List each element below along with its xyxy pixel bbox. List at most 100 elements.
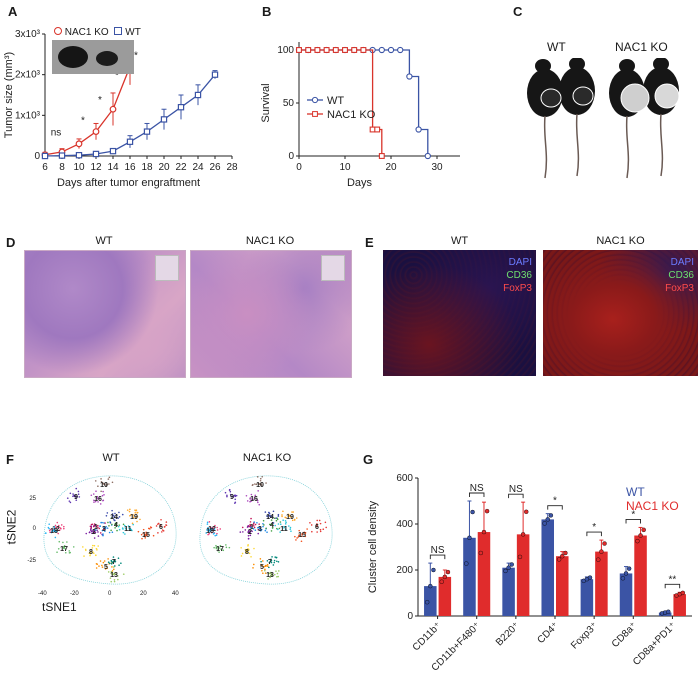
tsne-point xyxy=(265,482,267,484)
tsne-point xyxy=(113,565,116,567)
tsne-point xyxy=(104,530,106,532)
tsne-cluster-label: 8 xyxy=(245,549,249,556)
tsne-point xyxy=(116,514,118,517)
tsne-point xyxy=(72,495,74,498)
a-xtick-label: 8 xyxy=(59,162,65,173)
tsne-point xyxy=(142,532,145,534)
tsne-point xyxy=(118,511,120,514)
tsne-cluster-label: 7 xyxy=(268,559,272,566)
tsne-point xyxy=(319,528,322,531)
tsne-point xyxy=(267,517,270,519)
tsne-cluster-label: 15 xyxy=(142,532,150,539)
tsne-point xyxy=(252,483,254,486)
tsne-point xyxy=(249,530,251,533)
tsne-point xyxy=(282,519,284,522)
tsne-point xyxy=(310,524,313,526)
tsne-point xyxy=(53,528,56,531)
tsne-point xyxy=(263,524,265,526)
tsne-point xyxy=(212,529,214,531)
tsne-point xyxy=(268,561,271,564)
tsne-point xyxy=(63,525,65,528)
tsne-point xyxy=(232,496,235,498)
tsne-point xyxy=(49,531,51,534)
tsne-xtick-1: -20 xyxy=(70,591,79,597)
tsne-point xyxy=(291,511,293,513)
tsne-point xyxy=(277,575,280,578)
tsne-point xyxy=(111,516,113,519)
tsne-point xyxy=(117,517,119,519)
tsne-point xyxy=(143,534,146,537)
tsne-point xyxy=(261,475,264,478)
tsne-point xyxy=(85,549,87,552)
tsne-point xyxy=(258,526,261,528)
tumor-legend: NAC1 KO WT xyxy=(54,27,141,38)
tsne-cluster-label: 17 xyxy=(60,546,68,553)
tsne-point xyxy=(72,493,74,495)
tsne-point xyxy=(277,523,280,525)
tsne-point xyxy=(50,531,53,534)
tsne-point xyxy=(113,518,115,521)
tsne-point xyxy=(83,555,85,557)
tsne-point xyxy=(64,548,67,550)
tsne-point xyxy=(105,483,108,485)
tsne-point xyxy=(111,513,114,515)
g-category-label: CD8a⁺ xyxy=(610,620,640,650)
tsne-point xyxy=(107,561,110,564)
tsne-point xyxy=(135,517,137,519)
g-sig-marker: NS xyxy=(470,483,484,494)
tsne-point xyxy=(77,490,80,493)
tsne-point xyxy=(56,521,59,524)
tsne-point xyxy=(275,560,278,563)
tsne-point xyxy=(260,484,263,486)
tsne-point xyxy=(113,515,115,517)
histology-label-wt: WT xyxy=(95,235,113,247)
tsne-point xyxy=(254,523,257,526)
tsne-point xyxy=(134,512,137,514)
a-point xyxy=(160,116,168,123)
tsne-point xyxy=(111,523,113,526)
b-legend-label: NAC1 KO xyxy=(327,109,376,121)
tsne-point xyxy=(255,483,258,486)
g-dot xyxy=(556,557,562,562)
tsne-point xyxy=(128,510,131,513)
panel-label-f: F xyxy=(6,452,14,467)
g-bar xyxy=(556,556,569,616)
tsne-point xyxy=(225,544,227,546)
tsne-point xyxy=(111,566,113,568)
tsne-cluster-label: 6 xyxy=(315,524,319,531)
tsne-point xyxy=(247,535,250,537)
g-dot xyxy=(623,571,629,576)
b-point xyxy=(314,47,321,53)
g-sig-bracket xyxy=(586,531,602,537)
tsne-point xyxy=(115,573,117,575)
g-dot xyxy=(517,554,523,560)
b-point xyxy=(378,46,385,54)
mice-photo-label-wt: WT xyxy=(547,40,566,54)
tsne-point xyxy=(265,565,268,567)
tsne-point xyxy=(228,546,231,549)
tsne-point xyxy=(264,569,266,572)
tsne-point xyxy=(110,580,113,583)
g-ytick-label: 0 xyxy=(407,611,413,622)
g-dot xyxy=(641,527,646,533)
tsne-point xyxy=(250,555,252,558)
tsne-point xyxy=(264,568,266,571)
tsne-point xyxy=(261,569,263,572)
tsne-point xyxy=(124,533,126,535)
tsne-point xyxy=(48,529,51,532)
a-sig-marker: * xyxy=(115,71,119,82)
tsne-point xyxy=(105,565,108,568)
tsne-point xyxy=(93,537,96,539)
b-point xyxy=(397,46,404,54)
tsne-point xyxy=(77,493,80,496)
b-xtick-label: 20 xyxy=(385,162,397,173)
g-dot xyxy=(596,557,601,562)
tsne-point xyxy=(102,561,105,564)
g-sig-bracket xyxy=(625,519,641,524)
tsne-point xyxy=(109,522,112,524)
tsne-point xyxy=(109,562,111,565)
tsne-point xyxy=(245,494,248,497)
tsne-point xyxy=(316,523,318,526)
tsne-point xyxy=(254,494,257,497)
tsne-point xyxy=(162,530,165,532)
